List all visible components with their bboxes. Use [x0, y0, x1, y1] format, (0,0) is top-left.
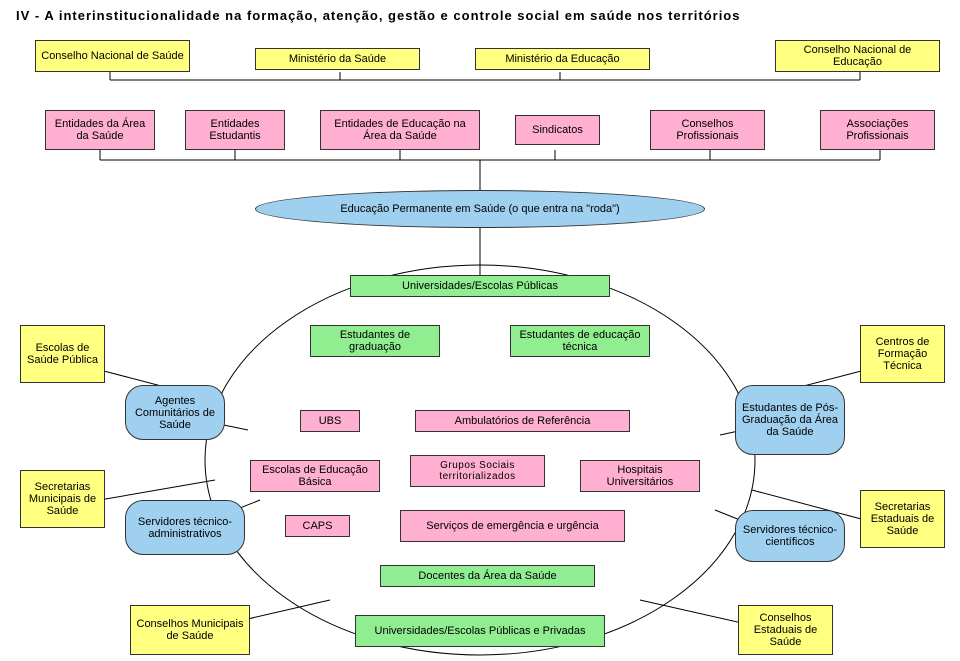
box-entidades-estudantis: Entidades Estudantis [185, 110, 285, 150]
box-ambulatorios-referencia: Ambulatórios de Referência [415, 410, 630, 432]
page-title: IV - A interinstitucionalidade na formaç… [0, 0, 960, 35]
box-servicos-emergencia: Serviços de emergência e urgência [400, 510, 625, 542]
box-conselho-nacional-educacao: Conselho Nacional de Educação [775, 40, 940, 72]
box-servidores-tecnico-cientificos: Servidores técnico-científicos [735, 510, 845, 562]
box-ministerio-saude: Ministério da Saúde [255, 48, 420, 70]
box-conselhos-profissionais: Conselhos Profissionais [650, 110, 765, 150]
box-caps: CAPS [285, 515, 350, 537]
box-secretarias-municipais: Secretarias Municipais de Saúde [20, 470, 105, 528]
box-entidades-area-saude: Entidades da Área da Saúde [45, 110, 155, 150]
box-sindicatos: Sindicatos [515, 115, 600, 145]
box-centros-formacao-tecnica: Centros de Formação Técnica [860, 325, 945, 383]
box-agentes-comunitarios: Agentes Comunitários de Saúde [125, 385, 225, 440]
box-educacao-permanente-roda: Educação Permanente em Saúde (o que entr… [255, 190, 705, 228]
box-estudantes-graduacao: Estudantes de graduação [310, 325, 440, 357]
box-universidades-publicas: Universidades/Escolas Públicas [350, 275, 610, 297]
box-hospitais-universitarios: Hospitais Universitários [580, 460, 700, 492]
box-estudantes-educ-tecnica: Estudantes de educação técnica [510, 325, 650, 357]
box-universidades-publicas-privadas: Universidades/Escolas Públicas e Privada… [355, 615, 605, 647]
box-conselhos-estaduais: Conselhos Estaduais de Saúde [738, 605, 833, 655]
box-associacoes-profissionais: Associações Profissionais [820, 110, 935, 150]
box-conselho-nacional-saude: Conselho Nacional de Saúde [35, 40, 190, 72]
box-ubs: UBS [300, 410, 360, 432]
box-ministerio-educacao: Ministério da Educação [475, 48, 650, 70]
box-entidades-educacao-area-saude: Entidades de Educação na Área da Saúde [320, 110, 480, 150]
box-escolas-educacao-basica: Escolas de Educação Básica [250, 460, 380, 492]
box-escolas-saude-publica: Escolas de Saúde Pública [20, 325, 105, 383]
box-estudantes-pos-graduacao: Estudantes de Pós-Graduação da Área da S… [735, 385, 845, 455]
box-conselhos-municipais: Conselhos Municipais de Saúde [130, 605, 250, 655]
box-secretarias-estaduais: Secretarias Estaduais de Saúde [860, 490, 945, 548]
box-docentes-area-saude: Docentes da Área da Saúde [380, 565, 595, 587]
box-grupos-sociais: Grupos Sociais territorializados [410, 455, 545, 487]
box-servidores-tecnico-adm: Servidores técnico-administrativos [125, 500, 245, 555]
